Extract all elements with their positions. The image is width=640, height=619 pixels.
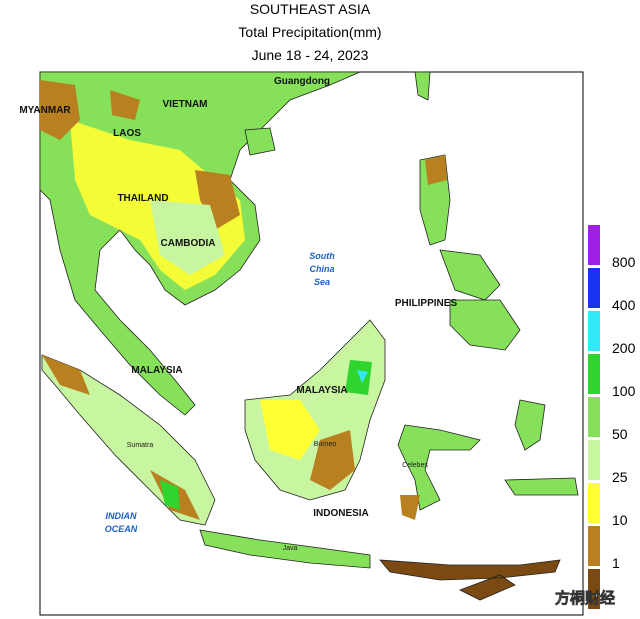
legend-label: 50 xyxy=(612,426,628,442)
legend-swatch xyxy=(588,526,600,566)
map-label: VIETNAM xyxy=(163,99,208,110)
legend-label: 800 xyxy=(612,254,636,270)
legend-label: 10 xyxy=(612,512,628,528)
map-label: MALAYSIA xyxy=(296,385,347,396)
sea-label: South xyxy=(309,251,335,261)
legend-swatch xyxy=(588,354,600,394)
sulawesi xyxy=(397,424,481,511)
title: SOUTHEAST ASIA xyxy=(250,1,371,17)
legend-swatch xyxy=(588,268,600,308)
map-label: CAMBODIA xyxy=(161,238,216,249)
map-label: MALAYSIA xyxy=(131,365,182,376)
map-label: Java xyxy=(283,545,298,552)
map-label: LAOS xyxy=(113,128,141,139)
dry-zone xyxy=(310,430,355,490)
sea-label: China xyxy=(309,264,334,274)
legend-swatch xyxy=(588,440,600,480)
legend-label: 400 xyxy=(612,297,636,313)
legend-swatch xyxy=(588,225,600,265)
islands xyxy=(244,71,431,156)
wet-zone xyxy=(150,200,225,275)
legend-swatch xyxy=(588,397,600,437)
watermark: 方桐财经 xyxy=(555,589,615,607)
legend-label: 200 xyxy=(612,340,636,356)
legend-swatch xyxy=(588,483,600,523)
map-label: Sumatra xyxy=(127,442,154,449)
map-label: Celebes xyxy=(402,462,428,469)
legend-swatch xyxy=(588,311,600,351)
legend: 1 10 25 50 100 200 400 800 xyxy=(588,225,636,609)
dry-zone xyxy=(40,80,240,230)
legend-swatch xyxy=(588,569,600,609)
wet-zone xyxy=(160,480,180,510)
map-label: Borneo xyxy=(314,441,337,448)
legend-label: 1 xyxy=(612,555,620,571)
dry-zone xyxy=(42,355,200,520)
wet-zone xyxy=(357,370,368,383)
islands xyxy=(504,399,579,496)
map-labels: Guangdong MYANMAR VIETNAM LAOS THAILAND CAMBO… xyxy=(19,76,457,552)
dry-zone xyxy=(260,400,320,460)
map xyxy=(39,71,584,616)
sea-label: OCEAN xyxy=(105,524,138,534)
subtitle: Total Precipitation(mm) xyxy=(238,24,381,40)
map-label: PHILIPPINES xyxy=(395,298,458,309)
java xyxy=(199,529,371,569)
map-label: Guangdong xyxy=(274,76,330,87)
dry-zone xyxy=(425,155,447,185)
dates: June 18 - 24, 2023 xyxy=(252,47,369,63)
sea-label: Sea xyxy=(314,277,330,287)
dry-zone xyxy=(400,495,420,520)
map-label: MYANMAR xyxy=(19,105,71,116)
sea-label: INDIAN xyxy=(106,511,137,521)
islands xyxy=(379,559,561,601)
legend-label: 100 xyxy=(612,383,636,399)
wet-zone xyxy=(345,360,372,395)
legend-label: 25 xyxy=(612,469,628,485)
map-label: INDONESIA xyxy=(313,508,369,519)
map-label: THAILAND xyxy=(117,193,168,204)
